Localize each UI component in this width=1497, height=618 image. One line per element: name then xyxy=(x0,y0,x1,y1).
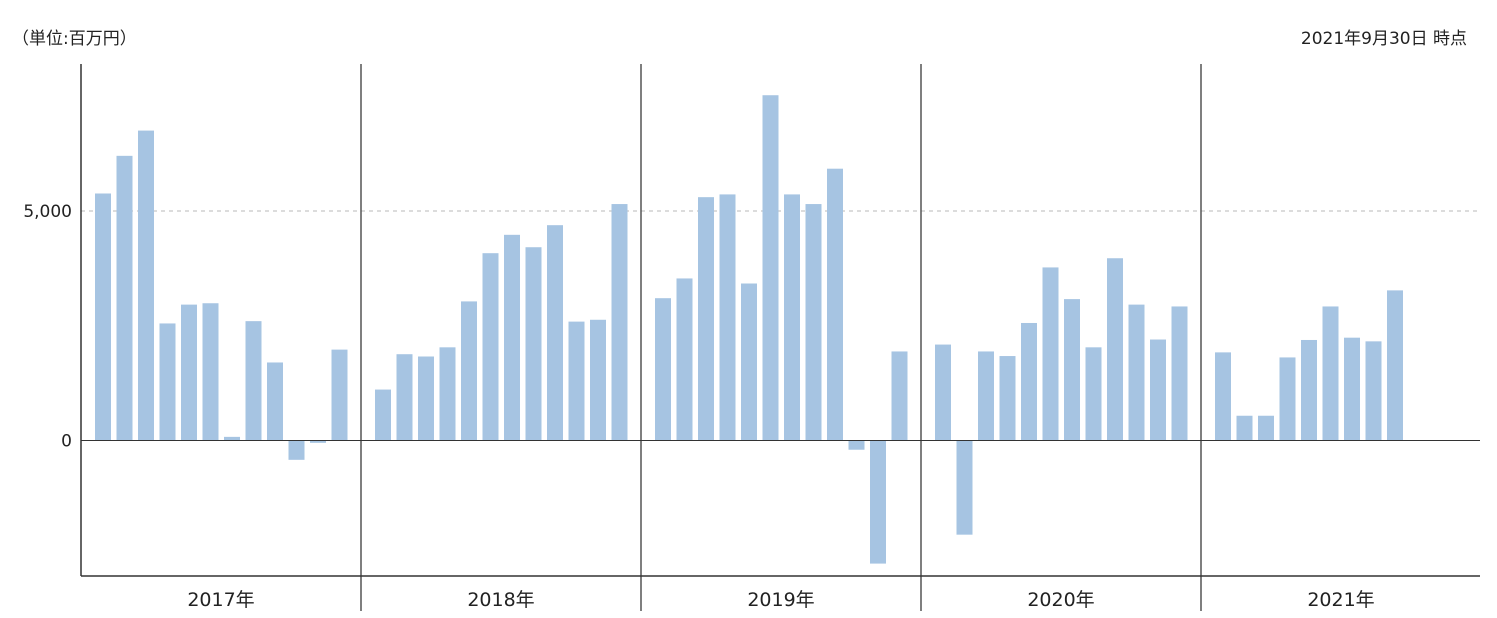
year-dividers xyxy=(360,64,1202,611)
y-tick-label: 0 xyxy=(61,432,72,452)
bar-2018年-10 xyxy=(568,321,585,441)
y-tick-label: 5,000 xyxy=(23,202,72,222)
bar-2021年-1 xyxy=(1215,352,1231,441)
bars xyxy=(95,95,1403,564)
bar-2019年-8 xyxy=(805,204,822,441)
bar-2019年-3 xyxy=(698,197,714,441)
bar-2020年-3 xyxy=(978,351,994,441)
bar-2017年-3 xyxy=(138,130,154,441)
bar-2019年-6 xyxy=(762,95,779,441)
bar-2018年-12 xyxy=(611,204,628,441)
bar-2017年-10 xyxy=(288,440,305,460)
bar-2021年-8 xyxy=(1365,341,1382,441)
bar-2018年-7 xyxy=(504,234,520,441)
bar-2017年-1 xyxy=(95,193,111,441)
bar-2021年-2 xyxy=(1236,415,1253,441)
bar-2021年-4 xyxy=(1279,357,1296,441)
bar-2020年-5 xyxy=(1021,322,1037,441)
bar-2019年-9 xyxy=(827,168,843,441)
bar-2018年-1 xyxy=(375,389,391,441)
bar-2018年-11 xyxy=(590,319,606,441)
bar-2019年-10 xyxy=(848,440,865,450)
axes xyxy=(80,64,1480,577)
bar-2019年-5 xyxy=(741,283,757,441)
bar-2020年-6 xyxy=(1042,267,1059,441)
bar-2018年-5 xyxy=(461,301,477,441)
bar-2021年-3 xyxy=(1258,415,1274,441)
bar-2019年-4 xyxy=(719,194,736,441)
unit-label: （単位:百万円） xyxy=(12,29,137,49)
bar-2017年-4 xyxy=(159,323,176,441)
bar-2017年-7 xyxy=(224,436,240,441)
bar-2017年-8 xyxy=(245,321,262,441)
bar-2019年-2 xyxy=(676,278,693,441)
bar-2021年-7 xyxy=(1344,337,1360,441)
bar-2021年-5 xyxy=(1301,339,1317,441)
bar-2017年-11 xyxy=(310,440,326,443)
as-of-date-label: 2021年9月30日 時点 xyxy=(1300,29,1467,49)
bar-2020年-7 xyxy=(1064,299,1080,441)
bar-2018年-2 xyxy=(396,354,413,441)
bar-2020年-8 xyxy=(1085,347,1102,441)
bar-2018年-8 xyxy=(525,247,542,441)
bar-2019年-11 xyxy=(870,440,886,564)
year-label: 2017年 xyxy=(187,589,254,611)
year-label: 2021年 xyxy=(1307,589,1374,611)
bar-2020年-9 xyxy=(1107,258,1123,441)
bar-2021年-6 xyxy=(1322,306,1339,441)
bar-2021年-9 xyxy=(1387,290,1403,441)
year-label: 2018年 xyxy=(467,589,534,611)
bar-2018年-3 xyxy=(418,356,434,441)
bar-2019年-7 xyxy=(784,194,800,441)
bar-2017年-9 xyxy=(267,362,283,441)
bar-2017年-6 xyxy=(202,303,219,441)
labels: 2017年 2018年 2019年 2020年 2021年 0 5,000 xyxy=(23,202,1374,611)
bar-2020年-10 xyxy=(1128,304,1145,441)
bar-2020年-12 xyxy=(1171,306,1188,441)
bar-2018年-6 xyxy=(482,253,499,441)
bar-2017年-12 xyxy=(331,349,348,441)
bar-2017年-5 xyxy=(181,304,197,441)
bar-2019年-12 xyxy=(891,351,908,441)
bar-2020年-1 xyxy=(935,344,951,441)
bar-2018年-9 xyxy=(547,225,563,441)
year-label: 2019年 xyxy=(747,589,814,611)
bar-2020年-2 xyxy=(956,440,973,535)
bar-2019年-1 xyxy=(655,298,671,441)
year-label: 2020年 xyxy=(1027,589,1094,611)
bar-2020年-11 xyxy=(1150,339,1166,441)
bar-2017年-2 xyxy=(116,155,133,441)
bar-2018年-4 xyxy=(439,347,456,441)
bar-2020年-4 xyxy=(999,356,1016,441)
